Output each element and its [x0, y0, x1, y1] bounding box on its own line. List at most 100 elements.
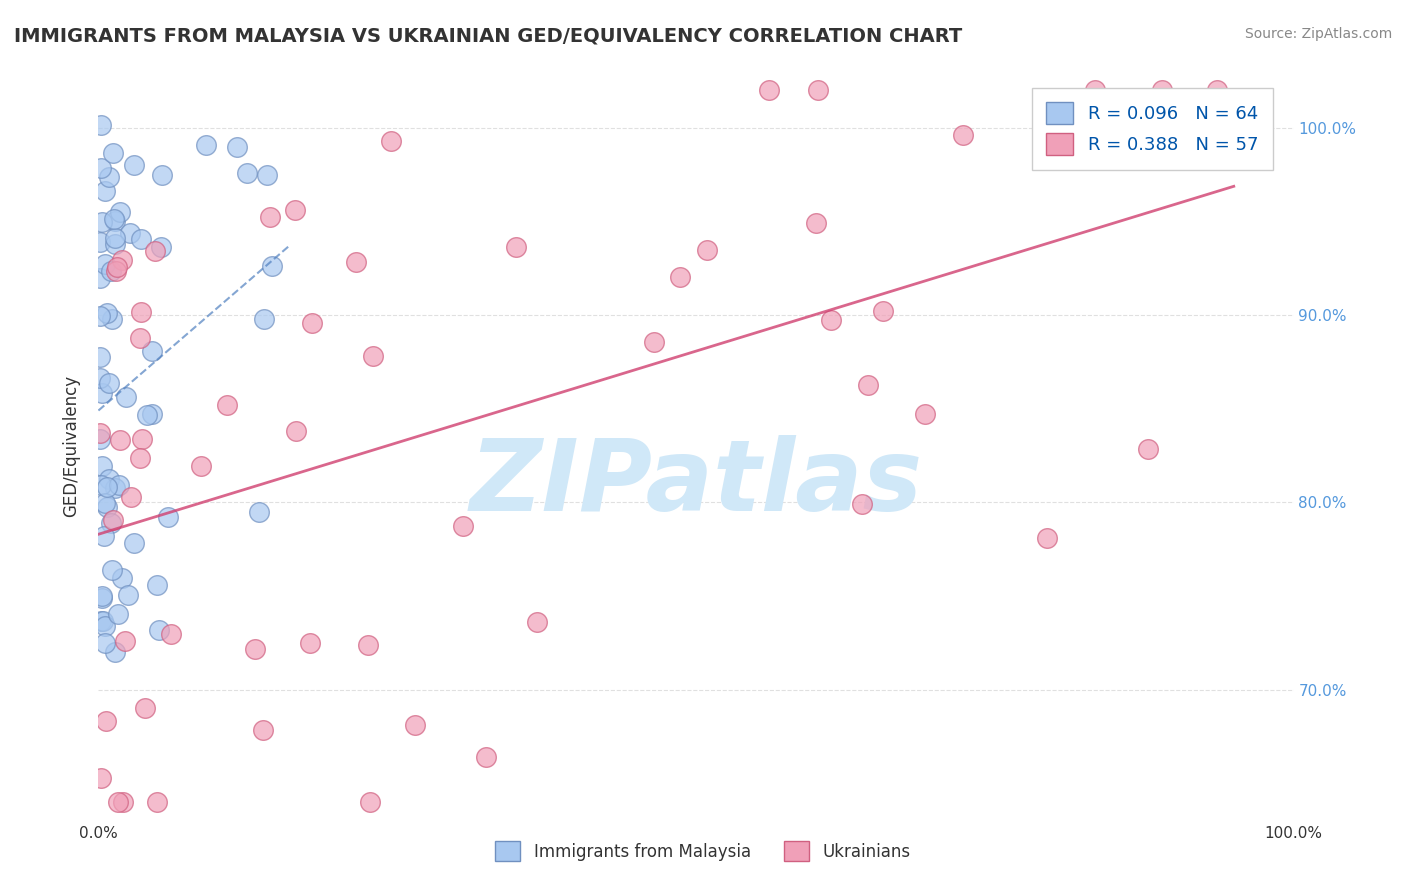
Point	[474, 749, 496, 764]
Point	[90, 161, 112, 176]
Point	[89, 350, 111, 364]
Point	[131, 432, 153, 446]
Point	[217, 398, 239, 412]
Point	[100, 516, 122, 530]
Point	[104, 214, 127, 228]
Point	[100, 564, 122, 578]
Point	[91, 589, 114, 603]
Point	[526, 615, 548, 630]
Point	[103, 211, 125, 226]
Point	[134, 701, 156, 715]
Point	[104, 645, 127, 659]
Point	[90, 477, 112, 491]
Point	[111, 571, 134, 585]
Point	[94, 714, 117, 729]
Point	[129, 451, 152, 466]
Point	[111, 253, 134, 268]
Point	[141, 343, 163, 358]
Point	[100, 312, 122, 326]
Point	[101, 145, 124, 160]
Point	[120, 227, 142, 241]
Point	[128, 331, 150, 345]
Point	[285, 424, 308, 438]
Point	[1118, 111, 1140, 125]
Point	[112, 795, 135, 809]
Point	[359, 795, 381, 809]
Point	[107, 795, 129, 809]
Point	[252, 723, 274, 737]
Point	[404, 717, 426, 731]
Point	[1150, 83, 1173, 97]
Point	[108, 433, 131, 447]
Point	[643, 334, 665, 349]
Text: IMMIGRANTS FROM MALAYSIA VS UKRAINIAN GED/EQUIVALENCY CORRELATION CHART: IMMIGRANTS FROM MALAYSIA VS UKRAINIAN GE…	[14, 27, 962, 45]
Point	[361, 349, 384, 363]
Point	[344, 255, 367, 269]
Point	[914, 407, 936, 421]
Point	[117, 587, 139, 601]
Point	[96, 306, 118, 320]
Point	[93, 529, 115, 543]
Point	[89, 432, 111, 446]
Point	[150, 240, 173, 254]
Point	[146, 795, 169, 809]
Point	[89, 309, 111, 323]
Point	[115, 390, 138, 404]
Point	[107, 607, 129, 622]
Point	[91, 614, 114, 628]
Legend: R = 0.096   N = 64, R = 0.388   N = 57: R = 0.096 N = 64, R = 0.388 N = 57	[1032, 88, 1272, 169]
Point	[256, 168, 278, 182]
Point	[148, 623, 170, 637]
Point	[952, 128, 974, 142]
Legend: Immigrants from Malaysia, Ukrainians: Immigrants from Malaysia, Ukrainians	[482, 828, 924, 875]
Point	[145, 577, 167, 591]
Point	[136, 409, 159, 423]
Point	[301, 316, 323, 330]
Point	[190, 459, 212, 474]
Text: Source: ZipAtlas.com: Source: ZipAtlas.com	[1244, 27, 1392, 41]
Point	[299, 636, 322, 650]
Point	[669, 270, 692, 285]
Point	[97, 376, 120, 390]
Point	[89, 270, 111, 285]
Point	[226, 140, 249, 154]
Point	[97, 472, 120, 486]
Point	[103, 236, 125, 251]
Point	[357, 638, 380, 652]
Point	[872, 304, 894, 318]
Point	[380, 134, 402, 148]
Point	[94, 495, 117, 509]
Point	[93, 257, 115, 271]
Point	[108, 478, 131, 492]
Point	[758, 83, 780, 97]
Point	[1036, 531, 1059, 545]
Point	[104, 231, 127, 245]
Point	[253, 312, 276, 326]
Point	[157, 510, 180, 524]
Point	[141, 407, 163, 421]
Point	[807, 83, 830, 97]
Point	[1206, 83, 1229, 97]
Point	[247, 505, 270, 519]
Point	[129, 305, 152, 319]
Point	[98, 169, 121, 184]
Point	[696, 244, 718, 258]
Point	[91, 591, 114, 605]
Point	[120, 490, 142, 504]
Point	[1137, 442, 1160, 457]
Point	[283, 202, 305, 217]
Point	[90, 614, 112, 628]
Point	[150, 168, 173, 182]
Point	[259, 211, 281, 225]
Text: ZIPatlas: ZIPatlas	[470, 435, 922, 532]
Point	[451, 518, 474, 533]
Point	[93, 618, 115, 632]
Point	[160, 627, 183, 641]
Point	[194, 137, 217, 152]
Point	[90, 772, 112, 786]
Point	[90, 385, 112, 400]
Point	[143, 244, 166, 259]
Point	[1083, 83, 1105, 97]
Point	[96, 500, 118, 514]
Point	[122, 158, 145, 172]
